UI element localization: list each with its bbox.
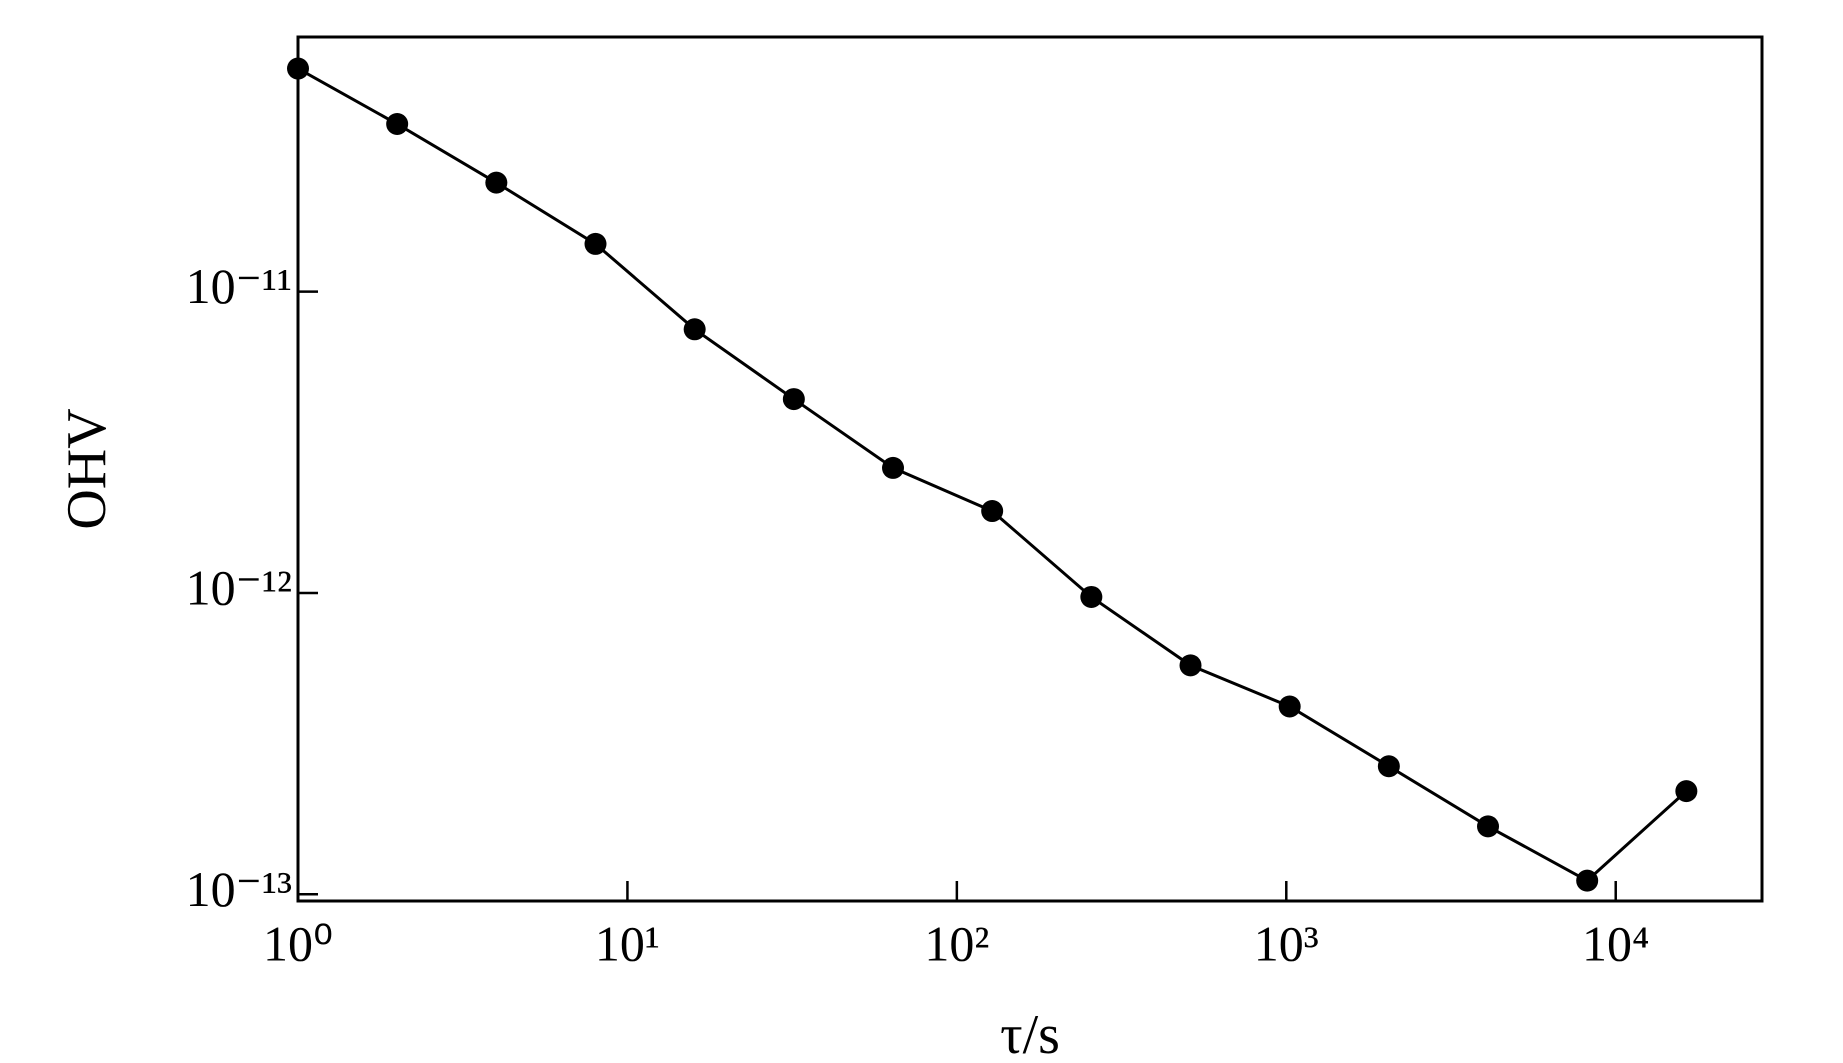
series-line (297, 67, 1688, 883)
data-point (1576, 869, 1599, 892)
data-point (683, 318, 706, 341)
data-point (981, 500, 1004, 523)
x-tick-label: 10³ (1254, 915, 1319, 971)
data-point (1179, 654, 1202, 677)
x-tick-label: 10⁴ (1582, 915, 1649, 971)
x-axis-label: τ/s (1000, 1004, 1060, 1063)
x-tick-label: 10² (924, 915, 989, 971)
data-point (485, 171, 508, 194)
data-point (584, 232, 607, 255)
x-tick-label: 10¹ (595, 915, 660, 971)
data-point (1377, 755, 1400, 778)
data-point (287, 57, 309, 80)
data-point (1278, 695, 1301, 718)
data-point (1080, 585, 1103, 608)
data-point (1675, 780, 1698, 803)
data-point (882, 456, 905, 479)
y-tick-label: 10⁻¹³ (186, 861, 292, 917)
y-axis-label: OHV (56, 408, 118, 529)
data-point (1477, 815, 1500, 838)
data-point (782, 388, 805, 411)
data-point (386, 113, 409, 136)
x-tick-label: 10⁰ (263, 915, 333, 971)
y-tick-label: 10⁻¹¹ (186, 258, 292, 314)
plot-frame (296, 35, 1764, 903)
y-tick-label: 10⁻¹² (186, 559, 292, 615)
